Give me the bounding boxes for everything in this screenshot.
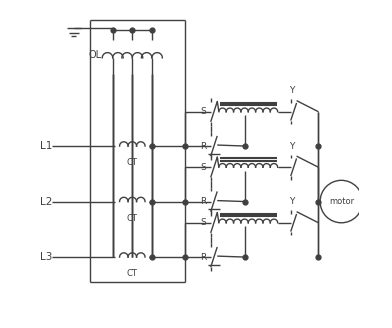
- Text: S: S: [201, 218, 207, 227]
- Text: CT: CT: [127, 214, 138, 223]
- Text: L3: L3: [40, 252, 52, 262]
- Text: R: R: [200, 253, 207, 262]
- Text: L2: L2: [40, 196, 52, 207]
- Text: Y: Y: [289, 86, 294, 95]
- Text: Y: Y: [289, 197, 294, 206]
- Text: Y: Y: [289, 142, 294, 151]
- Text: CT: CT: [127, 270, 138, 278]
- Text: S: S: [201, 107, 207, 116]
- Text: motor: motor: [329, 197, 354, 206]
- Text: CT: CT: [127, 158, 138, 168]
- Text: L1: L1: [40, 141, 52, 151]
- Text: OL: OL: [88, 50, 101, 60]
- Text: R: R: [200, 197, 207, 206]
- Text: S: S: [201, 163, 207, 172]
- Text: R: R: [200, 142, 207, 151]
